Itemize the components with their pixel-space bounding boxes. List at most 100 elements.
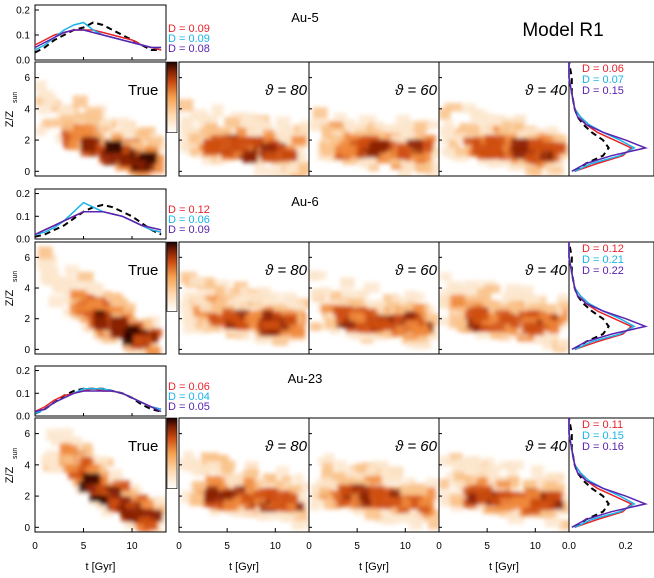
heatmap-cell (46, 428, 57, 441)
heatmap-cell (366, 304, 385, 313)
z-profile-d-label: D = 0.15 (582, 430, 624, 442)
heatmap-cell (472, 464, 485, 474)
heatmap-blobs (179, 98, 309, 176)
heatmap-cell (501, 292, 516, 304)
heatmap-cell (451, 479, 466, 489)
heatmap-cell (71, 292, 87, 302)
heatmap-cell (151, 142, 166, 153)
heatmap-cell (285, 485, 302, 494)
heatmap-cell (243, 477, 255, 491)
heatmap-cell (364, 508, 382, 520)
heatmap-cell (271, 507, 283, 520)
heatmap-cell (253, 163, 266, 176)
y-axis-label: Z/Z (4, 289, 16, 306)
heatmap-cell (396, 114, 410, 125)
heatmap-cell (310, 289, 321, 299)
heatmap-cell (358, 489, 372, 502)
true-label: True (128, 262, 158, 279)
heatmap-cell (218, 460, 236, 471)
heatmap-cell (415, 150, 432, 162)
heatmap-cell (107, 494, 120, 506)
x-axis-label: t [Gyr] (86, 561, 116, 573)
heatmap-cell (211, 104, 224, 118)
y-axis-label: Z/Z (4, 466, 16, 483)
heatmap-cell (153, 355, 167, 366)
heatmap-cell (425, 478, 439, 488)
heatmap-cell (323, 143, 335, 154)
heatmap-cell (77, 271, 94, 282)
heatmap-cell (320, 478, 338, 490)
z-profile-d-label: D = 0.15 (582, 85, 624, 97)
heatmap-cell (545, 170, 561, 176)
heatmap-blobs (179, 450, 309, 531)
y-tick-label: 0.2 (16, 189, 30, 200)
heatmap-cell (513, 499, 530, 509)
heatmap-cell (85, 483, 97, 493)
heatmap-cell (510, 315, 521, 329)
heatmap-cell (247, 291, 263, 303)
heatmap-cell (335, 309, 346, 322)
heatmap-cell (459, 461, 474, 471)
heatmap-cell (518, 311, 533, 321)
true-label: True (128, 438, 158, 455)
heatmap-cell (247, 317, 265, 330)
heatmap-cell (468, 485, 480, 498)
heatmap-cell (439, 297, 453, 309)
heatmap-cell (490, 496, 503, 506)
heatmap-cell (319, 287, 332, 296)
heatmap-cell (418, 338, 432, 348)
age-d-label: D = 0.09 (168, 23, 210, 35)
colorbar (166, 417, 178, 489)
y-tick-label: 0.0 (16, 235, 30, 246)
heatmap-cell (116, 499, 130, 512)
heatmap-cell (153, 530, 166, 532)
heatmap-cell (546, 134, 558, 147)
heatmap-cell (147, 180, 160, 188)
heatmap-cell (41, 95, 58, 107)
x-tick-label: 5 (484, 541, 490, 552)
heatmap-cell (75, 112, 87, 122)
heatmap-cell (339, 278, 355, 287)
heatmap-cell (474, 311, 489, 321)
y-tick-label: 4 (24, 104, 30, 115)
heatmap-cell (122, 334, 138, 346)
heatmap-cell (39, 267, 55, 281)
heatmap-cell (542, 484, 560, 495)
heatmap-cell (146, 316, 160, 327)
heatmap-cell (263, 320, 280, 330)
heatmap-cell (117, 154, 131, 165)
heatmap-blobs (309, 107, 439, 176)
heatmap-cell (360, 135, 379, 147)
heatmap-cell (261, 309, 273, 322)
heatmap-cell (544, 517, 563, 528)
heatmap-cell (49, 463, 60, 474)
heatmap-cell (522, 479, 537, 491)
heatmap-cell (242, 150, 258, 164)
heatmap-cell (476, 489, 493, 501)
heatmap-cell (41, 276, 60, 286)
heatmap-cell (522, 296, 539, 308)
heatmap-cell (214, 300, 228, 313)
heatmap-cell (331, 472, 346, 481)
heatmap-cell (344, 134, 359, 145)
heatmap-cell (206, 493, 217, 503)
heatmap-cell (272, 334, 289, 346)
age-panel-frame (34, 188, 167, 240)
heatmap-cell (70, 131, 82, 143)
heatmap-cell (249, 502, 267, 512)
age-series-line (34, 387, 162, 413)
heatmap-cell (386, 301, 400, 311)
heatmap-cell (191, 481, 204, 492)
heatmap-cell (476, 477, 487, 488)
heatmap-cell (368, 488, 383, 499)
heatmap-cell (529, 152, 540, 165)
z-profile-line (568, 242, 649, 351)
heatmap-cell (372, 460, 389, 473)
heatmap-cell (254, 333, 269, 344)
heatmap-cell (87, 283, 104, 296)
heatmap-cell (231, 325, 245, 336)
theta-label: ϑ = 80 (265, 82, 308, 99)
heatmap-cell (257, 286, 271, 296)
heatmap-cell (466, 492, 478, 504)
